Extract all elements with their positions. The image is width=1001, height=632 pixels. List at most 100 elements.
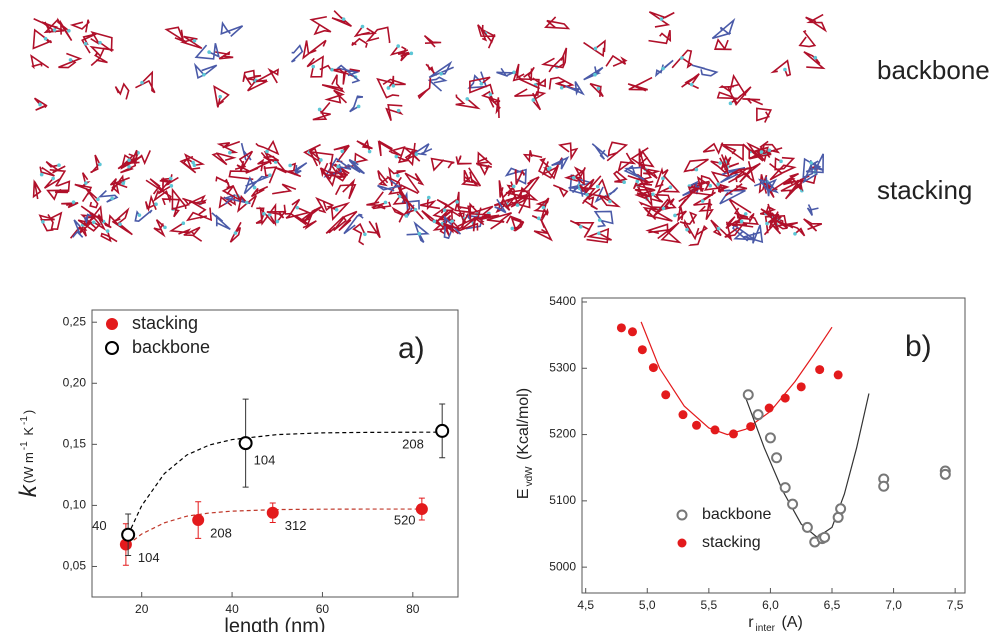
data-point: [754, 410, 763, 419]
atom: [585, 193, 589, 197]
molecule-bond: [804, 219, 822, 231]
point-label: 40: [92, 518, 106, 533]
molecule-bond: [675, 206, 686, 220]
panel-annotation: b): [905, 330, 932, 363]
atom: [335, 208, 339, 212]
atom: [228, 151, 232, 155]
atom: [660, 17, 664, 21]
molecule-bond: [317, 199, 333, 212]
atom: [154, 202, 158, 206]
atom: [716, 182, 720, 186]
figure: backbone stacking 204060800,050,100,150,…: [0, 0, 1001, 632]
y-tick-label: 5000: [549, 559, 576, 573]
atom: [593, 73, 597, 77]
axis-title-part: inter: [756, 623, 776, 632]
molecule-bond: [522, 177, 539, 192]
data-point: [820, 533, 829, 542]
data-point: [192, 514, 204, 526]
molecule-bond: [570, 221, 593, 238]
atom: [455, 200, 459, 204]
molecule-bond: [607, 142, 626, 160]
axis-title-part: vdW: [524, 466, 535, 487]
atom: [84, 181, 88, 185]
x-tick-label: 6,0: [762, 598, 779, 612]
atom: [397, 109, 401, 113]
molecule-bond: [31, 56, 48, 68]
atom: [622, 180, 626, 184]
atom: [311, 65, 315, 69]
molecule-bond: [525, 150, 543, 160]
atom: [57, 163, 61, 167]
data-point: [788, 500, 797, 509]
atom: [340, 149, 344, 153]
y-tick-label: 5300: [549, 360, 576, 374]
atom: [542, 206, 546, 210]
molecule-bond: [481, 28, 495, 48]
y-axis-title: EvdW (Kcal/mol): [515, 388, 535, 499]
molecule-bond: [424, 36, 441, 47]
legend-marker: [106, 318, 118, 330]
molecule-bond: [546, 17, 569, 29]
atom: [92, 220, 96, 224]
atom: [783, 68, 787, 72]
atom: [193, 39, 197, 43]
molecule-bond: [552, 158, 568, 169]
molecule-bond: [703, 143, 722, 153]
atom: [465, 97, 469, 101]
molecule-bond: [804, 52, 823, 68]
atom: [793, 232, 797, 236]
atom: [768, 148, 772, 152]
data-point: [836, 504, 845, 513]
molecule-bond: [75, 184, 91, 201]
molecule-bond: [407, 223, 428, 242]
molecule-bond: [100, 191, 117, 202]
molecule-bond: [721, 144, 743, 160]
x-tick-label: 5,0: [639, 598, 656, 612]
molecule-bond: [800, 31, 815, 47]
atom: [330, 68, 334, 72]
data-point: [781, 394, 790, 403]
data-point: [746, 422, 755, 431]
molecule-bond: [393, 209, 406, 223]
axis-title-part: (A): [777, 614, 803, 631]
axis-title-part: (W m: [21, 452, 36, 483]
axis-title-part: E: [515, 488, 532, 499]
atom: [295, 206, 299, 210]
atom: [450, 219, 454, 223]
molecule-bond: [322, 75, 343, 92]
data-point: [879, 482, 888, 491]
atom: [744, 212, 748, 216]
atom: [38, 103, 42, 107]
molecule-bond: [658, 222, 680, 242]
data-point: [766, 433, 775, 442]
atom: [480, 82, 484, 86]
molecule-bond: [135, 72, 154, 92]
molecule-bond: [595, 211, 612, 226]
atom: [560, 86, 564, 90]
y-tick-label: 0,25: [63, 314, 87, 328]
atom: [396, 44, 400, 48]
data-point: [711, 425, 720, 434]
atom: [44, 37, 48, 41]
molecule-bond: [497, 68, 513, 76]
molecule-bond: [313, 102, 331, 119]
y-tick-label: 5400: [549, 294, 576, 308]
atom: [234, 231, 238, 235]
atom: [579, 225, 583, 229]
molecule-bond: [757, 108, 771, 122]
data-point: [436, 425, 448, 437]
molecule-bond: [352, 39, 367, 48]
x-tick-label: 80: [406, 602, 420, 616]
data-point: [661, 390, 670, 399]
atom: [608, 200, 612, 204]
legend-label: stacking: [702, 534, 761, 551]
molecule-bond: [560, 143, 577, 158]
data-point: [797, 382, 806, 391]
molecule-bond: [715, 40, 731, 50]
molecule-bond: [33, 30, 51, 48]
atom: [729, 102, 733, 106]
data-point: [638, 345, 647, 354]
x-tick-label: 4,5: [577, 598, 594, 612]
molecule-bond: [212, 213, 230, 229]
molecule-bond: [368, 27, 390, 42]
